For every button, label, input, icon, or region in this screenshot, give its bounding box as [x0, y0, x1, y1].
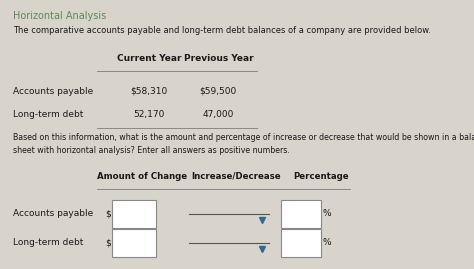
Text: Long-term debt: Long-term debt [13, 238, 83, 247]
Text: Current Year: Current Year [117, 54, 181, 63]
Text: 52,170: 52,170 [133, 110, 164, 119]
Text: $59,500: $59,500 [200, 87, 237, 95]
Text: Amount of Change: Amount of Change [97, 172, 187, 180]
Text: $58,310: $58,310 [130, 87, 167, 95]
Text: $: $ [105, 238, 111, 247]
Text: Horizontal Analysis: Horizontal Analysis [13, 11, 107, 21]
FancyBboxPatch shape [112, 200, 156, 228]
Text: Increase/Decrease: Increase/Decrease [191, 172, 281, 180]
FancyBboxPatch shape [281, 200, 321, 228]
Text: Long-term debt: Long-term debt [13, 110, 83, 119]
Text: The comparative accounts payable and long-term debt balances of a company are pr: The comparative accounts payable and lon… [13, 26, 431, 36]
FancyBboxPatch shape [112, 229, 156, 257]
Text: $: $ [105, 209, 111, 218]
Text: Based on this information, what is the amount and percentage of increase or decr: Based on this information, what is the a… [13, 133, 474, 155]
Text: %: % [323, 209, 331, 218]
Text: Percentage: Percentage [293, 172, 349, 180]
Text: 47,000: 47,000 [202, 110, 234, 119]
Text: Accounts payable: Accounts payable [13, 87, 93, 95]
Text: Previous Year: Previous Year [183, 54, 253, 63]
Text: %: % [323, 238, 331, 247]
FancyBboxPatch shape [281, 229, 321, 257]
Text: Accounts payable: Accounts payable [13, 209, 93, 218]
